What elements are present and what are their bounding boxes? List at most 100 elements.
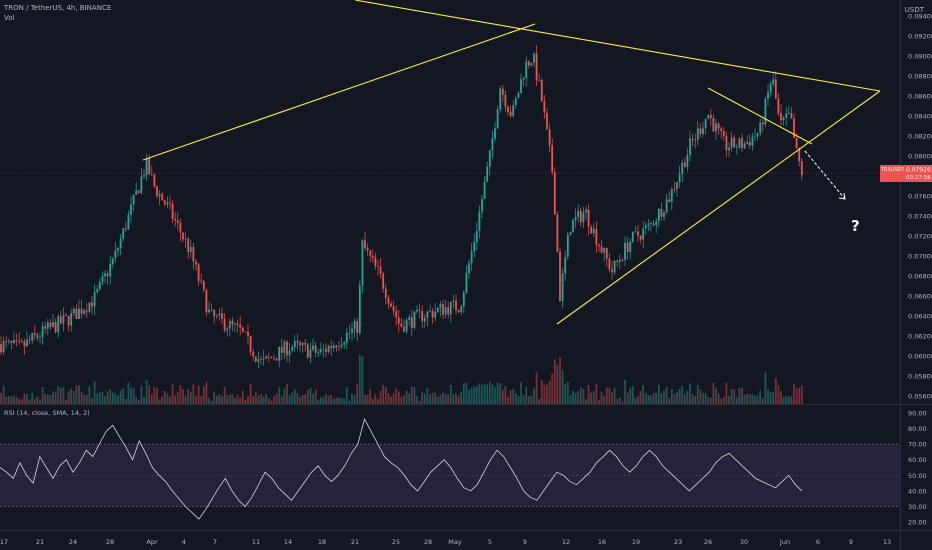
- volume-bar: [215, 395, 218, 404]
- volume-bar: [426, 388, 429, 404]
- rsi-line: [0, 418, 803, 520]
- time-tick-label: 5: [488, 538, 492, 546]
- candle-body: [153, 174, 156, 187]
- volume-bar: [798, 387, 801, 404]
- volume-bar: [748, 394, 751, 404]
- time-tick-label: 25: [392, 538, 400, 546]
- candle-body: [725, 136, 728, 151]
- candle-body: [603, 247, 606, 253]
- volume-bar: [579, 387, 582, 404]
- volume-bar: [585, 399, 587, 404]
- volume-bar: [150, 394, 153, 404]
- volume-bar: [421, 391, 424, 404]
- candle-body: [717, 123, 720, 129]
- price-tag-value: 0.07926: [906, 167, 931, 174]
- volume-bar: [559, 357, 561, 404]
- candle-body: [369, 250, 372, 256]
- volume-bar: [330, 395, 333, 404]
- volume-bar: [67, 391, 70, 404]
- candle-body: [132, 194, 135, 205]
- volume-bar: [603, 395, 606, 404]
- volume-bar: [371, 398, 374, 404]
- candle-body: [520, 79, 522, 94]
- candle-body: [652, 223, 655, 226]
- candle-body: [735, 147, 738, 148]
- candle-body: [299, 342, 301, 346]
- volume-bar: [111, 392, 114, 404]
- volume-bar: [777, 385, 780, 404]
- candle-body: [540, 79, 543, 101]
- candle-body: [44, 326, 47, 329]
- candle-body: [26, 339, 28, 347]
- volume-bar: [278, 387, 281, 404]
- trendline: [142, 23, 536, 161]
- time-tick-label: 7: [213, 538, 217, 546]
- candle-body: [611, 269, 613, 273]
- candle-body: [777, 98, 780, 114]
- volume-bar: [345, 386, 348, 404]
- volume-bar: [93, 381, 96, 404]
- volume-bar: [772, 392, 775, 404]
- volume-bar: [257, 395, 260, 404]
- candle-body: [512, 105, 515, 117]
- volume-bar: [283, 388, 286, 404]
- rsi-label: RSI (14, close, SMA, 14, 2): [4, 409, 90, 417]
- volume-label: Vol: [4, 14, 15, 22]
- candle-body: [13, 340, 15, 344]
- volume-bar: [501, 389, 504, 404]
- volume-bar: [514, 393, 517, 404]
- volume-bar: [135, 397, 138, 404]
- candle-body: [694, 139, 697, 141]
- candle-body: [527, 61, 530, 66]
- volume-bar: [676, 392, 678, 404]
- candle-body: [462, 292, 465, 307]
- volume-bar: [20, 399, 23, 404]
- candle-body: [676, 182, 678, 190]
- volume-bar: [785, 396, 788, 404]
- volume-bar: [769, 392, 772, 404]
- volume-bar: [473, 386, 476, 404]
- volume-bar: [592, 391, 595, 404]
- candle-body: [114, 250, 117, 259]
- candle-body: [231, 320, 234, 325]
- volume-bar: [691, 394, 694, 404]
- candle-body: [314, 345, 317, 353]
- volume-bar: [91, 398, 93, 404]
- candle-body: [696, 128, 699, 140]
- volume-bar: [275, 393, 278, 404]
- candle-body: [374, 257, 377, 266]
- volume-bar: [145, 380, 148, 404]
- volume-bar: [608, 387, 611, 404]
- candle-body: [304, 343, 307, 345]
- candle-body: [457, 310, 460, 313]
- candle-body: [36, 335, 39, 338]
- candle-body: [759, 122, 762, 134]
- candle-body: [189, 246, 192, 253]
- volume-bar: [673, 394, 676, 404]
- candle-body: [681, 162, 684, 175]
- volume-bar: [70, 388, 73, 404]
- price-tag: [880, 165, 904, 182]
- candle-body: [600, 246, 603, 253]
- candle-body: [127, 214, 130, 230]
- candle-body: [728, 147, 730, 151]
- candle-body: [488, 150, 491, 167]
- volume-bar: [262, 396, 265, 404]
- volume-bar: [369, 389, 372, 404]
- volume-bar: [46, 394, 49, 404]
- candle-body: [39, 337, 41, 338]
- candle-body: [709, 115, 712, 119]
- candle-body: [72, 308, 75, 314]
- volume-bar: [114, 393, 117, 404]
- volume-bar: [647, 394, 650, 404]
- volume-bar: [72, 390, 75, 404]
- candle-body: [67, 315, 70, 326]
- volume-bar: [223, 386, 226, 404]
- volume-bar: [429, 394, 431, 404]
- candle-body: [715, 123, 717, 132]
- volume-bar: [83, 394, 86, 404]
- volume-bar: [265, 394, 268, 404]
- volume-bar: [75, 385, 78, 404]
- candle-body: [670, 189, 673, 202]
